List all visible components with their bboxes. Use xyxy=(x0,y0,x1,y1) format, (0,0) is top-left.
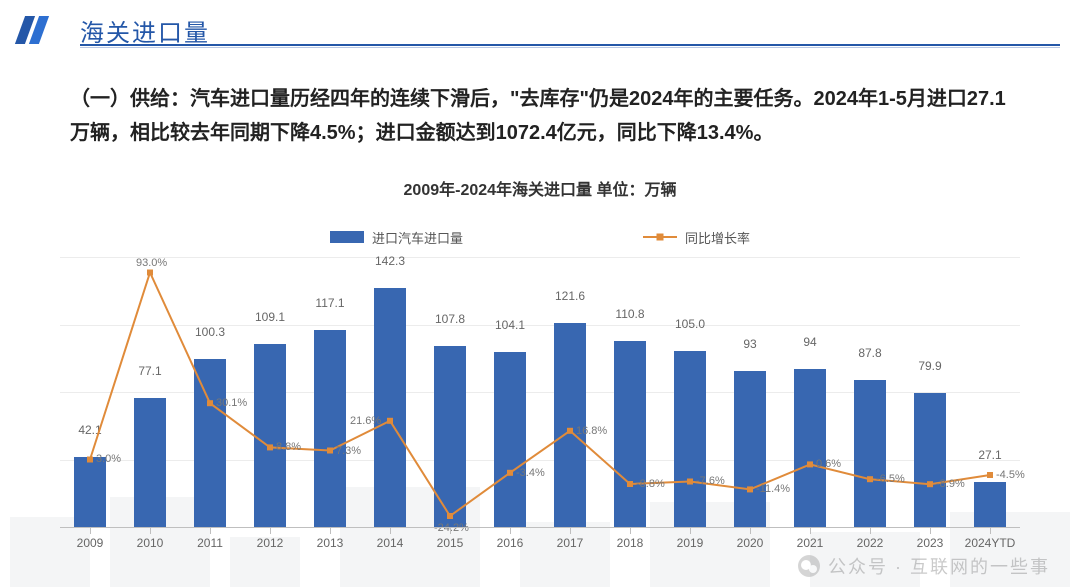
line-value-label: 7.3% xyxy=(336,445,361,457)
line-value-label: -8.9% xyxy=(936,478,965,490)
x-axis-label: 2021 xyxy=(797,536,824,550)
x-axis-label: 2014 xyxy=(377,536,404,550)
x-axis-label: 2024YTD xyxy=(965,536,1016,550)
x-tick xyxy=(150,528,151,534)
legend-bar-label: 进口汽车进口量 xyxy=(372,228,463,247)
title-underline xyxy=(80,44,1060,46)
x-axis-label: 2013 xyxy=(317,536,344,550)
x-tick xyxy=(570,528,571,534)
line-value-label: -7.6% xyxy=(696,475,725,487)
line-labels-layer: 3.0%93.0%30.1%8.8%7.3%21.6%-24.2%-3.4%16… xyxy=(60,258,1020,528)
chart-legend: 进口汽车进口量 同比增长率 xyxy=(60,226,1020,248)
line-value-label: -11.4% xyxy=(756,483,790,495)
line-value-label: 0.6% xyxy=(816,458,841,470)
line-value-label: -3.4% xyxy=(516,467,545,479)
x-axis-label: 2012 xyxy=(257,536,284,550)
x-tick xyxy=(690,528,691,534)
slide: { "header": { "title": "海关进口量" }, "parag… xyxy=(0,0,1080,587)
x-axis-label: 2020 xyxy=(737,536,764,550)
legend-item-bar: 进口汽车进口量 xyxy=(330,228,463,247)
x-tick xyxy=(750,528,751,534)
x-tick xyxy=(90,528,91,534)
legend-item-line: 同比增长率 xyxy=(643,228,750,247)
x-axis-label: 2018 xyxy=(617,536,644,550)
x-tick xyxy=(390,528,391,534)
x-tick xyxy=(270,528,271,534)
chart: 进口汽车进口量 同比增长率 42.177.1100.3109.1117.1142… xyxy=(60,212,1020,562)
slide-title: 海关进口量 xyxy=(80,13,210,48)
x-axis-label: 2019 xyxy=(677,536,704,550)
x-tick xyxy=(450,528,451,534)
x-tick xyxy=(330,528,331,534)
line-value-label: -4.5% xyxy=(996,469,1025,481)
x-tick xyxy=(510,528,511,534)
line-value-label: -6.5% xyxy=(876,473,905,485)
body-paragraph: （一）供给：汽车进口量历经四年的连续下滑后，"去库存"仍是2024年的主要任务。… xyxy=(70,82,1020,150)
x-axis-label: 2010 xyxy=(137,536,164,550)
line-value-label: 16.8% xyxy=(576,425,607,437)
line-value-label: 93.0% xyxy=(136,257,167,269)
x-tick xyxy=(810,528,811,534)
x-axis-label: 2017 xyxy=(557,536,584,550)
legend-swatch-line-icon xyxy=(643,236,677,238)
line-value-label: 30.1% xyxy=(216,397,247,409)
x-axis-label: 2015 xyxy=(437,536,464,550)
chart-title: 2009年-2024年海关进口量 单位：万辆 xyxy=(0,176,1080,200)
x-axis-label: 2011 xyxy=(197,536,223,550)
title-accent-icon xyxy=(20,16,64,44)
x-tick xyxy=(210,528,211,534)
line-value-label: 3.0% xyxy=(96,453,121,465)
line-value-label: -8.8% xyxy=(636,478,665,490)
x-axis-label: 2022 xyxy=(857,536,884,550)
legend-line-label: 同比增长率 xyxy=(685,228,750,247)
x-axis-label: 2016 xyxy=(497,536,524,550)
x-tick xyxy=(870,528,871,534)
x-tick xyxy=(930,528,931,534)
chart-plot: 42.177.1100.3109.1117.1142.3107.8104.112… xyxy=(60,258,1020,528)
line-value-label: 8.8% xyxy=(276,441,301,453)
x-axis-label: 2009 xyxy=(77,536,104,550)
x-tick xyxy=(990,528,991,534)
x-tick xyxy=(630,528,631,534)
x-axis: 2009 2010 2011 2012 2013 2014 2015 2016 2017 2018… xyxy=(60,528,1020,558)
x-axis-label: 2023 xyxy=(917,536,944,550)
line-value-label: 21.6% xyxy=(350,415,381,427)
legend-swatch-bar-icon xyxy=(330,231,364,243)
